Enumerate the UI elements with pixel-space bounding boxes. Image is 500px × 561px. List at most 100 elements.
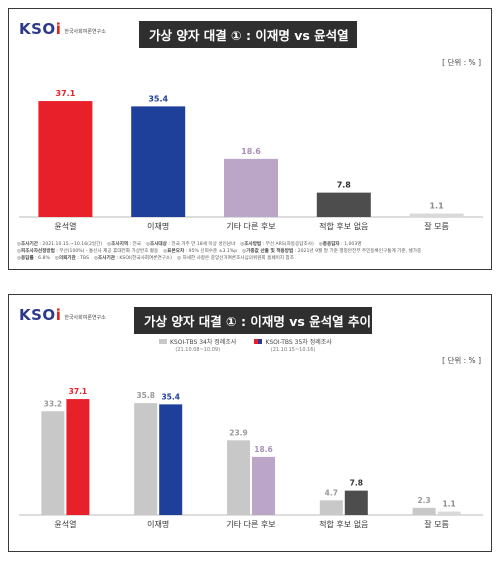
bullet-icon: ◎	[17, 249, 22, 254]
bullet-icon: ◎	[318, 242, 323, 247]
note-item: ◎피조사자선정방법 : 무선(100%) - 통신사 제공 휴대전화 가상번호 …	[17, 249, 158, 254]
category-label: 잘 모름	[424, 520, 449, 529]
data-label: 23.9	[229, 428, 248, 437]
data-label: 35.4	[161, 392, 180, 401]
note-value: 전국 거주 만 18세 이상 성인남녀	[171, 242, 236, 247]
bar-35	[66, 399, 90, 515]
bar-34	[319, 500, 343, 515]
note-item: ◎총응답자 : 1,003명	[319, 242, 362, 247]
note-value: 1,003명	[344, 242, 362, 247]
note-separator: :	[54, 249, 60, 254]
note-item: ◎조사기간 : 2021.10.15.~10.16(2일간)	[17, 242, 102, 247]
category-label: 윤석열	[54, 221, 76, 231]
bullet-icon: ◎	[17, 256, 22, 261]
ksoi-logo: KSOi 한국사회여론연구소	[19, 20, 106, 38]
bar-35	[252, 456, 275, 515]
bullet-icon: ◎	[107, 242, 112, 247]
bar-34	[227, 440, 250, 515]
note-value: 무선(100%) - 통신사 제공 휴대전화 가상번호 활용	[59, 249, 159, 254]
note-item: ◎가중값 산출 및 적용방법 : 2021년 9월 말 기준 행정안전부 주민등…	[242, 249, 421, 254]
note-key: 가중값 산출 및 적용방법	[246, 249, 294, 254]
logo-subtitle: 한국사회여론연구소	[64, 314, 106, 321]
note-key: 조사기간	[21, 242, 38, 247]
bullet-icon: ◎	[163, 249, 168, 254]
note-key: 조사지역	[111, 242, 129, 247]
note-key: 의뢰기관	[58, 256, 76, 261]
data-label: 35.8	[136, 391, 155, 400]
note-separator: :	[75, 256, 81, 261]
bar-34	[134, 403, 158, 515]
note-separator: :	[293, 249, 298, 254]
single-poll-panel: KSOi 한국사회여론연구소 가상 양자 대결 ① : 이재명 vs 윤석열 […	[8, 8, 492, 270]
data-label: 18.6	[254, 445, 273, 454]
note-key: 피조사자선정방법	[21, 249, 55, 254]
category-label: 기타 다른 후보	[226, 520, 275, 529]
legend: KSOI-TBS 34차 정례조사 (21.10.08~10.09) KSOI-…	[159, 337, 332, 353]
bar-34	[41, 411, 65, 515]
ksoi-logo: KSOi 한국사회여론연구소	[19, 306, 106, 324]
logo-mark: KSO	[19, 20, 56, 38]
bar-35	[344, 490, 368, 515]
legend-item-34: KSOI-TBS 34차 정례조사 (21.10.08~10.09)	[159, 337, 236, 353]
logo-mark-i: i	[55, 20, 62, 38]
note-item: ◎조사방법 : 무선 ARS(자동응답조사)	[240, 242, 314, 247]
note-separator: :	[114, 256, 120, 261]
bullet-icon: ◎	[242, 249, 247, 254]
trend-poll-panel: KSOi 한국사회여론연구소 가상 양자 대결 ① : 이재명 vs 윤석열 추…	[8, 294, 492, 552]
note-separator: :	[261, 242, 266, 247]
bullet-icon: ◎	[176, 256, 181, 261]
notes-line: ◎응답률 : 6.8% ◎의뢰기관 : TBS ◎조사기관 : KSOI(한국사회여…	[17, 255, 485, 262]
bullet-icon: ◎	[54, 256, 59, 261]
data-label: 1.1	[430, 202, 445, 211]
legend-period: (21.10.15~10.16)	[270, 347, 316, 353]
survey-notes: ◎조사기간 : 2021.10.15.~10.16(2일간) ◎조사지역 : 전국…	[17, 241, 485, 262]
note-value: 95% 신뢰수준 ±3.1%p	[188, 249, 238, 254]
note-separator: :	[128, 242, 133, 247]
category-label: 윤석열	[54, 519, 76, 529]
data-label: 7.8	[337, 181, 352, 190]
category-label: 이재명	[147, 519, 169, 529]
bullet-icon: ◎	[94, 256, 99, 261]
note-separator: :	[166, 242, 172, 247]
unit-label: [ 단위 : % ]	[442, 356, 481, 365]
bullet-icon: ◎	[240, 242, 245, 247]
unit-label: [ 단위 : % ]	[442, 58, 481, 67]
legend-item-35: KSOI-TBS 35차 정례조사 (21.10.15~10.16)	[254, 337, 332, 353]
legend-period: (21.10.08~10.09)	[175, 347, 221, 353]
legend-label: KSOI-TBS 34차 정례조사	[170, 339, 237, 346]
note-item: ◎응답률 : 6.8%	[17, 256, 50, 261]
data-label: 2.3	[417, 496, 430, 505]
note-separator: :	[37, 242, 43, 247]
data-label: 37.1	[69, 387, 88, 396]
category-label: 이재명	[147, 221, 169, 231]
note-item: ◎표본오차 : 95% 신뢰수준 ±3.1%p	[163, 249, 237, 254]
notes-line: ◎피조사자선정방법 : 무선(100%) - 통신사 제공 휴대전화 가상번호 …	[17, 248, 485, 255]
note-item: ◎ 자세한 사항은 중앙선거여론조사심의위원회 홈페이지 참조	[177, 256, 294, 261]
note-key: 조사기관	[98, 256, 115, 261]
chart-title: 가상 양자 대결 ① : 이재명 vs 윤석열 추이	[134, 307, 372, 334]
logo-subtitle: 한국사회여론연구소	[64, 28, 106, 35]
note-value: 2021.10.15.~10.16(2일간)	[42, 242, 103, 247]
note-key: 총응답자	[322, 242, 340, 247]
data-label: 4.7	[325, 488, 338, 497]
note-key: 조사방법	[244, 242, 262, 247]
bar	[316, 192, 371, 217]
chart-title: 가상 양자 대결 ① : 이재명 vs 윤석열	[139, 21, 357, 48]
data-label: 35.4	[148, 94, 168, 103]
bullet-icon: ◎	[145, 242, 150, 247]
note-value: 6.8%	[38, 256, 50, 261]
logo-mark-i: i	[55, 306, 62, 324]
category-label: 적합 후보 없음	[319, 519, 368, 529]
data-label: 37.1	[56, 89, 76, 98]
note-key: 응답률	[21, 256, 34, 261]
note-value: TBS	[80, 256, 90, 261]
legend-swatch	[159, 339, 167, 344]
category-label: 적합 후보 없음	[319, 221, 368, 231]
note-item: ◎의뢰기관 : TBS	[55, 256, 89, 261]
data-label: 18.6	[241, 147, 261, 156]
note-value: 무선 ARS(자동응답조사)	[265, 242, 314, 247]
bar	[409, 213, 464, 217]
bar-chart-trend: 33.2 37.1 윤석열 35.8 35.4 이재명 23.9 18.6 기타 다른 후보 4.…	[19, 387, 483, 529]
data-label: 1.1	[442, 500, 455, 509]
category-label: 잘 모름	[424, 222, 449, 231]
